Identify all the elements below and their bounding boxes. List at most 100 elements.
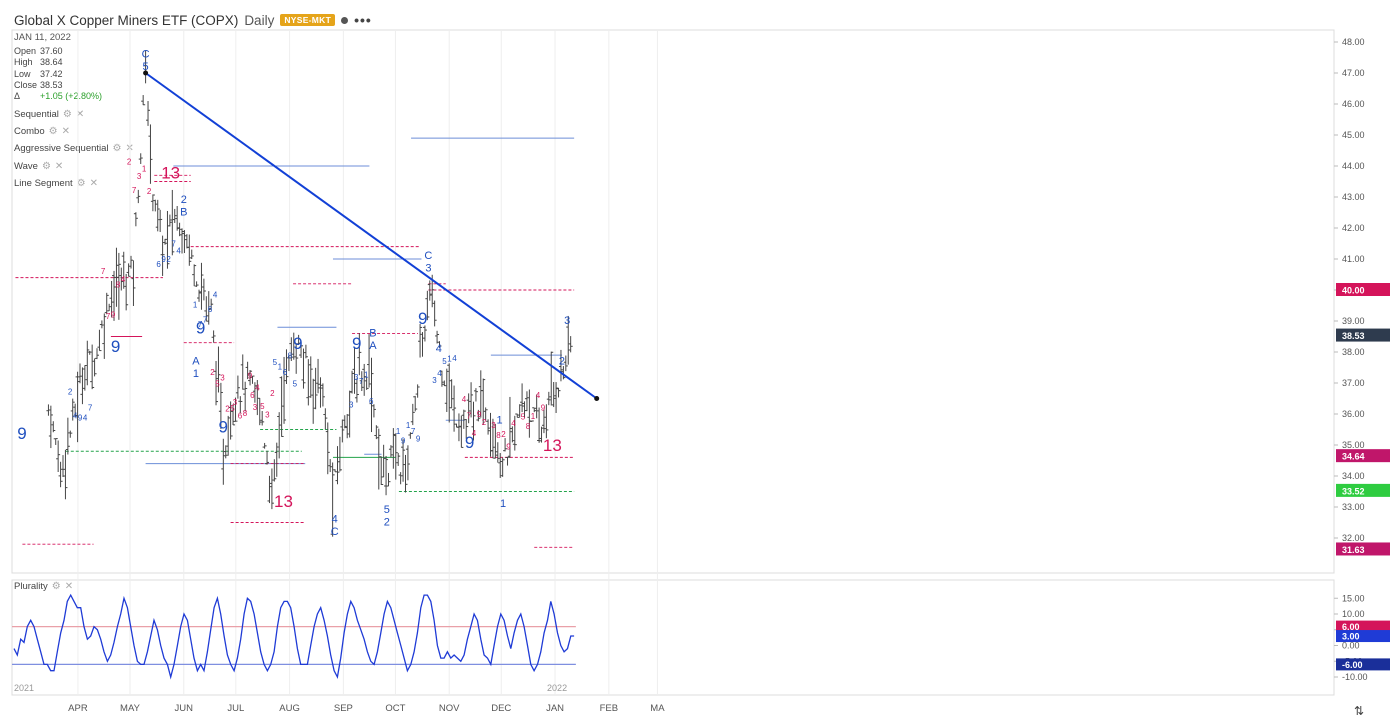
sequential-count-13: 13 [543,436,562,455]
plurality-tag-label: 3.00 [1342,632,1360,642]
year-label: 2021 [14,683,34,693]
wave-label: 5 [384,504,390,516]
x-tick-label: DEC [491,703,511,714]
gear-icon[interactable]: ⚙ [62,109,72,121]
plurality-tag [1336,658,1390,671]
setup-count: 3 [253,403,258,412]
setup-count: 6 [156,260,161,269]
wave-label: 2 [181,194,187,206]
price-tag [1336,328,1390,342]
gear-icon[interactable]: ⚙ [76,177,86,189]
y-tick-label: 41.00 [1342,254,1365,264]
study-combo[interactable]: Combo ⚙ ✕ [14,126,70,138]
plurality-y-tick-label: 0.00 [1342,641,1360,651]
gear-icon[interactable]: ⚙ [51,581,61,592]
wave-label: 4 [332,514,338,526]
study-wave[interactable]: Wave ⚙ ✕ [14,160,64,172]
study-line-segment[interactable]: Line Segment ⚙ ✕ [14,177,98,189]
sequential-count-9: 9 [352,334,361,353]
x-tick-label: FEB [600,703,618,714]
wave-label: A [192,355,200,367]
setup-count: 3 [220,373,225,382]
plurality-y-tick-label: -10.00 [1342,672,1368,682]
plurality-tag-label: -6.00 [1342,660,1363,670]
setup-count: 2 [270,389,275,398]
y-tick-label: 46.00 [1342,99,1365,109]
price-bars [46,50,573,537]
setup-count: 6 [208,305,213,314]
setup-count: 9 [416,434,421,443]
setup-count: 8 [526,422,531,431]
more-dots-icon[interactable]: ••• [354,12,372,28]
setup-count: 7 [359,377,364,386]
plurality-pane-frame [11,579,1335,696]
setup-count: 7 [106,312,111,321]
setup-count: 1 [142,165,147,174]
setup-count: 2 [166,255,171,264]
plurality-line [13,593,575,680]
setup-count: 5 [260,402,265,411]
close-icon[interactable]: ✕ [54,160,64,172]
y-tick-label: 43.00 [1342,192,1365,202]
setup-count: 4 [437,369,442,378]
year-label: 2022 [547,683,567,693]
sequential-count-13: 13 [274,492,293,511]
setup-count: 2 [147,187,152,196]
setup-count: 2 [225,405,230,414]
setup-count: 2 [68,387,73,396]
close-icon[interactable]: ✕ [64,581,74,592]
status-dot-icon [341,16,349,24]
wave-label: 4 [436,343,442,355]
y-tick-label: 48.00 [1342,37,1365,47]
gear-icon[interactable]: ⚙ [48,126,58,138]
setup-count: 1 [193,300,198,309]
study-sequential[interactable]: Sequential ⚙ ✕ [14,109,85,121]
setup-count: 9 [401,437,406,446]
setup-count: 9 [161,255,166,264]
gear-icon[interactable]: ⚙ [112,143,122,155]
ohlc-readout: Open 37.60 High 38.64 Low 37.42 Close 38.53 … [14,46,102,102]
close-icon[interactable]: ✕ [75,109,85,121]
interval-label[interactable]: Daily [244,12,275,28]
x-tick-label: OCT [385,703,405,714]
price-tag-label: 40.00 [1342,286,1365,296]
setup-count: 2 [482,418,487,427]
close-icon[interactable]: ✕ [61,126,70,138]
sequential-count-9: 9 [196,318,205,337]
setup-count: 4 [536,391,541,400]
setup-count: 4 [472,429,477,438]
setup-count: 4 [213,291,218,300]
ohlc-change: Δ +1.05 (+2.80%) [14,91,103,102]
setup-count: 7 [88,403,93,412]
setup-count: 9 [541,404,546,413]
symbol-title[interactable]: Global X Copper Miners ETF (COPX) [14,12,239,28]
setup-count: 6 [238,411,243,420]
setup-count: 7 [132,186,137,195]
wave-label: C [424,250,432,262]
wave-label: 1 [193,368,199,380]
wave-label: B [369,328,376,340]
x-tick-label: SEP [334,703,353,714]
ohlc-low: Low 37.42 [14,68,63,79]
setup-count: 1 [447,355,452,364]
wave-label: 3 [425,262,431,274]
setup-count: 8 [288,351,293,360]
swap-axis-icon[interactable]: ⇅ [1354,704,1365,718]
price-tag [1336,449,1390,463]
sequential-count-9: 9 [418,309,427,328]
y-tick-label: 36.00 [1342,409,1365,419]
setup-count: 7 [467,411,472,420]
y-tick-label: 45.00 [1342,130,1365,140]
x-tick-label: AUG [279,703,300,714]
setup-count: 8 [116,281,121,290]
setup-count: 3 [354,373,359,382]
close-icon[interactable]: ✕ [89,177,98,189]
wave-label: C [142,49,150,61]
wave-label: 1 [496,414,502,426]
setup-count: 3 [265,410,270,419]
gear-icon[interactable]: ⚙ [41,160,51,172]
y-tick-label: 37.00 [1342,378,1365,388]
setup-count: 5 [442,357,447,366]
